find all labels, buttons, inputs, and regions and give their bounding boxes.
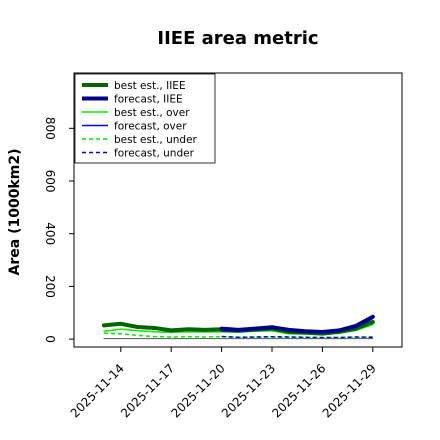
chart-title: IIEE area metric [157, 28, 318, 49]
legend-label: forecast, IIEE [114, 94, 183, 106]
y-tick-label: 600 [43, 170, 57, 193]
legend-label: best est., IIEE [114, 80, 186, 92]
y-tick-label: 800 [43, 117, 57, 140]
y-tick-label: 200 [43, 275, 57, 298]
legend-label: forecast, under [114, 148, 195, 160]
legend-label: best est., over [114, 107, 190, 119]
y-tick-label: 0 [43, 335, 57, 343]
plot-area-frame [73, 72, 403, 348]
y-axis-label: Area (1000km2) [7, 149, 23, 276]
legend-label: forecast, over [114, 121, 187, 133]
x-tick-label: 2025-11-29 [320, 361, 379, 420]
y-tick-label: 400 [43, 222, 57, 245]
legend-box [74, 73, 216, 164]
series-line-forecast-iiee [219, 314, 375, 334]
legend-label: best est., under [114, 134, 198, 146]
series-line-forecast-under [221, 335, 373, 339]
series-lines [102, 314, 375, 340]
